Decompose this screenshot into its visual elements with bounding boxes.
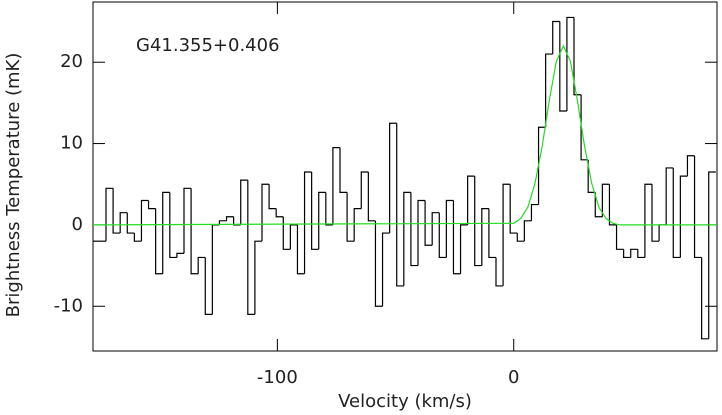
spectrum-channel [630, 248, 638, 258]
spectrum-channel [658, 224, 667, 242]
spectrum-channel [580, 94, 589, 161]
spectrum-channel [332, 147, 340, 225]
spectrum-channel [147, 200, 156, 210]
spectrum-channel [389, 122, 397, 234]
spectrum-channel [495, 257, 504, 287]
spectrum-channel [133, 233, 142, 242]
spectrum-channel [367, 172, 376, 222]
spectrum-channel [445, 199, 454, 258]
spectrum-channel [190, 188, 199, 275]
spectrum-channel [381, 232, 390, 307]
spectrum-channel [218, 220, 227, 225]
spectrum-channel [247, 180, 255, 315]
spectrum-channel [204, 257, 213, 315]
spectrum-channel [594, 192, 603, 218]
spectrum-channel [623, 249, 631, 259]
spectrum-channel [183, 187, 192, 254]
spectrum-channel [601, 183, 610, 217]
spectrum-channel [162, 191, 170, 274]
spectrum-channel [140, 199, 149, 242]
spectrum-channel [566, 16, 574, 112]
spectrum-channel [325, 192, 333, 226]
spectrum-channel [615, 224, 624, 250]
spectrum-channel [155, 208, 163, 275]
spectrum-channel [708, 171, 716, 339]
spectrum-channel [545, 53, 553, 128]
spectrum-channel [233, 216, 241, 226]
annotation: G41.355+0.406 [136, 35, 280, 56]
spectrum-channel [502, 183, 511, 286]
spectrum-channel [431, 212, 440, 246]
spectrum-channel [282, 216, 291, 250]
spectrum-channel [516, 233, 525, 242]
spectrum-channel [303, 171, 312, 274]
x-tick-label: -100 [257, 367, 298, 388]
spectrum-channel [608, 184, 617, 226]
spectrum-channel [374, 220, 383, 307]
y-axis-label: Brightness Temperature (mK) [3, 53, 24, 318]
spectrum-channel [644, 183, 652, 258]
spectrum-channel [679, 175, 688, 258]
spectrum-channel [197, 256, 206, 274]
spectrum-channel [126, 212, 135, 234]
spectrum-channel [176, 252, 184, 258]
spectrum-channel [637, 249, 645, 259]
spectrum-channel [467, 175, 475, 225]
x-axis-label: Velocity (km/s) [338, 391, 472, 412]
spectrum-channel [112, 188, 121, 234]
spectrum-channel [523, 220, 532, 242]
spectrum-channel [459, 224, 468, 274]
spectrum-channel [360, 171, 369, 209]
spectrum-channel [587, 159, 596, 193]
spectrum-channel [651, 184, 660, 242]
spectrum-channel [438, 212, 447, 259]
spectrum-channel [488, 208, 496, 259]
spectrum-channel [353, 208, 362, 242]
spectrum-channel [211, 224, 220, 315]
spectrum-channel [289, 224, 298, 250]
spectrum-channel [311, 172, 319, 250]
spectrum-channel [686, 155, 695, 177]
spectrum-channel [339, 147, 348, 193]
spectrum-channel [225, 216, 234, 221]
plot-frame [92, 1, 718, 352]
spectrum-channel [318, 191, 326, 250]
spectrum-channel [474, 176, 482, 267]
y-tick-label: 10 [60, 133, 83, 154]
spectrum-channel [169, 192, 177, 259]
gaussian-fit [92, 44, 717, 226]
spectrum-channel [119, 212, 128, 234]
spectrum-channel [410, 192, 418, 267]
spectrum-channel [537, 126, 546, 205]
y-tick-label: 20 [60, 51, 83, 72]
spectrum-channel [665, 167, 674, 225]
spectrum-channel [268, 184, 277, 210]
spectrum-channel [346, 192, 355, 242]
spectrum-channel [509, 184, 518, 234]
spectrum-channel [672, 167, 681, 259]
spectrum-channel [559, 21, 567, 112]
x-tick-label: 0 [508, 367, 519, 388]
spectrum-channel [275, 208, 284, 218]
spectrum-channel [452, 200, 461, 275]
spectrum-channel [240, 179, 248, 225]
spectrum-channel [424, 200, 433, 246]
y-tick-label: -10 [54, 295, 83, 316]
spectrum-channel [693, 155, 702, 259]
spectrum-channel [530, 203, 539, 221]
spectrum-channel [417, 199, 426, 266]
spectrum-channel [254, 240, 262, 315]
spectrum-channel [403, 191, 411, 286]
spectrum-channel [296, 224, 305, 275]
spectrum-channel [396, 123, 404, 287]
spectrum-channel [552, 20, 560, 55]
spectrum-channel [701, 257, 709, 340]
spectrum-channel [105, 187, 114, 242]
spectrum-channel [481, 208, 489, 266]
spectrum-channel [261, 183, 270, 242]
spectrum-channel [573, 17, 582, 96]
y-tick-label: 0 [72, 214, 83, 235]
